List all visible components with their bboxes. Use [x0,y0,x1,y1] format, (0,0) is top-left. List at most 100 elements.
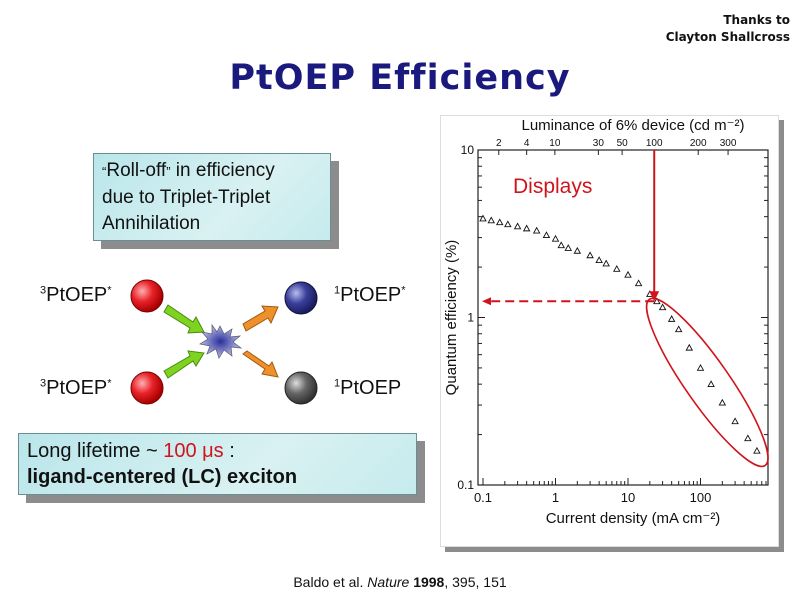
lifetime-value: 100 μs [163,440,224,462]
efficiency-chart: 0.1 1 10 100 0.1 1 10 2 4 10 30 50 100 200 300 Luminanc… [443,117,769,527]
spin-sup: 3 [40,284,47,297]
data-point [602,259,610,267]
data-point [504,220,512,228]
citation-year: 1998 [409,574,445,590]
arrow-in-top [163,304,205,334]
data-point [613,264,621,272]
data-point [731,417,739,425]
top-axis-label: Luminance of 6% device (cd m⁻²) [521,117,744,134]
top-tick-label: 300 [720,138,737,149]
triplet-label-top: 3PtOEP* [40,284,112,307]
quote: “ [102,164,107,179]
y-axis-label: Quantum efficiency (%) [443,240,460,396]
data-point [667,315,676,322]
x-axis-label: Current density (mA cm⁻²) [546,510,721,527]
callout-text: in efficiency [170,160,275,181]
data-point [685,343,694,351]
spin-sup: 1 [334,284,341,297]
ground-state-sphere [284,371,318,405]
data-point [551,234,560,242]
excited-star: * [401,284,406,297]
ground-state-label: 1PtOEP [334,377,401,400]
thanks-name: Clayton Shallcross [665,30,790,44]
data-point [542,231,551,239]
citation: Baldo et al. Nature 1998, 395, 151 [0,574,800,590]
callout-line: “Roll-off” in efficiency [102,158,330,185]
data-point [674,325,683,333]
arrow-out-top [242,305,279,332]
x-tick-label: 0.1 [474,490,492,505]
tta-diagram [130,279,318,405]
y-tick-label: 10 [461,143,475,157]
arrow-head-left-icon [482,297,491,306]
lifetime-callout: Long lifetime ~ 100 μs : ligand-centered… [18,433,417,495]
rolloff-callout: “Roll-off” in efficiency due to Triplet-… [93,153,331,241]
data-point [487,216,496,224]
top-tick-label: 30 [593,138,605,149]
molecule-name: PtOEP [340,377,402,399]
spin-sup: 3 [40,377,47,390]
data-point [744,434,752,442]
data-point [624,270,632,278]
data-point [586,251,594,259]
lifetime-line: Long lifetime ~ 100 μs : [27,438,416,464]
chart-panel [440,115,779,547]
acknowledgement: Thanks to Clayton Shallcross [666,12,790,46]
data-point [753,446,761,454]
data-point [707,380,715,388]
data-point [495,218,504,226]
x-tick-label: 100 [690,490,712,505]
y-tick-label: 1 [467,311,474,325]
data-point [718,398,727,406]
arrow-head-down-icon [649,291,660,302]
citation-volume: , 395, 151 [444,574,507,590]
citation-authors: Baldo et al. [293,574,368,590]
molecule-name: PtOEP [46,284,108,306]
quote: ” [166,164,171,179]
top-tick-label: 10 [549,138,561,149]
data-point [557,241,566,249]
exciton-type: ligand-centered (LC) exciton [27,466,298,488]
callout-word: Roll-off [106,160,167,181]
triplet-label-bottom: 3PtOEP* [40,377,112,400]
data-point [479,214,487,222]
displays-label: Displays [513,175,592,198]
data-point [634,279,643,287]
molecule-name: PtOEP [340,284,402,306]
singlet-excited-label: 1PtOEP* [334,284,406,307]
collision-star-icon [199,323,243,359]
rolloff-ellipse [645,297,769,468]
arrow-in-bottom [163,350,205,379]
excited-star: * [107,284,112,297]
singlet-excited-sphere [284,281,318,315]
lifetime-text: Long lifetime ~ [27,440,164,462]
triplet-sphere [130,279,164,313]
x-tick-label: 10 [621,490,635,505]
excited-star: * [107,377,112,390]
data-point [513,222,522,230]
top-tick-label: 4 [524,138,530,149]
spin-sup: 1 [334,377,341,390]
data-point [522,224,531,232]
triplet-sphere [130,371,164,405]
callout-line: Annihilation [102,213,201,234]
data-point [564,244,573,251]
top-tick-label: 100 [646,138,663,149]
citation-journal: Nature [367,574,410,590]
slide-title: PtOEP Efficiency [229,58,571,98]
data-point [696,363,705,371]
data-point [658,303,667,311]
y-tick-label: 0.1 [457,478,474,492]
arrow-out-bottom [242,350,279,378]
molecule-name: PtOEP [46,377,108,399]
top-tick-label: 2 [496,138,502,149]
top-tick-label: 50 [617,138,629,149]
thanks-line: Thanks to [723,13,790,27]
x-tick-label: 1 [552,490,559,505]
data-point [532,226,541,234]
data-point [573,246,582,254]
data-point [595,256,603,263]
data-point [653,297,661,305]
lifetime-text: : [223,440,235,462]
callout-line: due to Triplet-Triplet [102,187,271,208]
